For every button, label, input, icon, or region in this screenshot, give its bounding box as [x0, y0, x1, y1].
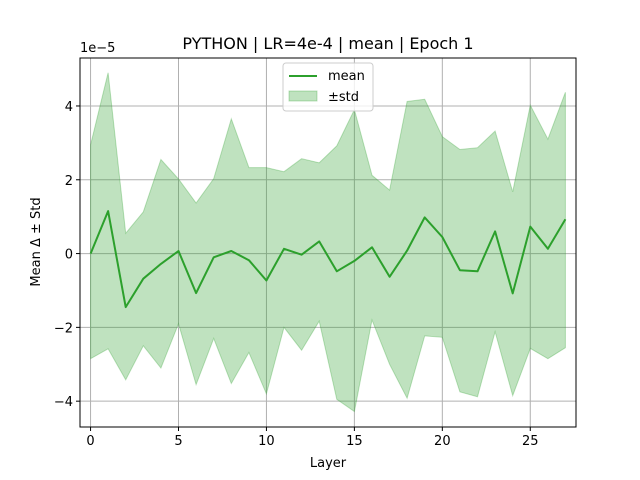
- legend-mean-label: mean: [328, 69, 365, 84]
- y-tick-label: 2: [65, 174, 73, 189]
- y-tick-label: 4: [65, 100, 73, 115]
- x-axis-label: Layer: [310, 456, 347, 471]
- y-tick-label: 0: [65, 248, 73, 263]
- std-band-layer: [90, 72, 566, 413]
- std-band: [90, 72, 566, 413]
- ticks: 0 5 10 15 20 25 −4 −2 0 2 4: [54, 100, 539, 449]
- y-tick-label: −2: [54, 321, 73, 336]
- legend: mean ±std: [282, 62, 374, 112]
- x-tick-label: 20: [434, 434, 451, 449]
- plot-frame: [79, 57, 577, 428]
- x-tick-label: 10: [258, 434, 275, 449]
- chart-title: PYTHON | LR=4e-4 | mean | Epoch 1: [182, 34, 473, 53]
- y-axis-label: Mean Δ ± Std: [29, 197, 44, 286]
- legend-std-swatch: [288, 90, 318, 102]
- mean-line: [89, 210, 567, 309]
- x-tick-label: 15: [346, 434, 363, 449]
- x-tick-label: 5: [174, 434, 182, 449]
- x-tick-label: 25: [522, 434, 539, 449]
- x-tick-label: 0: [86, 434, 94, 449]
- legend-std-label: ±std: [328, 90, 359, 105]
- y-tick-label: −4: [54, 395, 73, 410]
- y-offset-text: 1e−5: [80, 41, 115, 56]
- mean-line-layer: [89, 210, 567, 309]
